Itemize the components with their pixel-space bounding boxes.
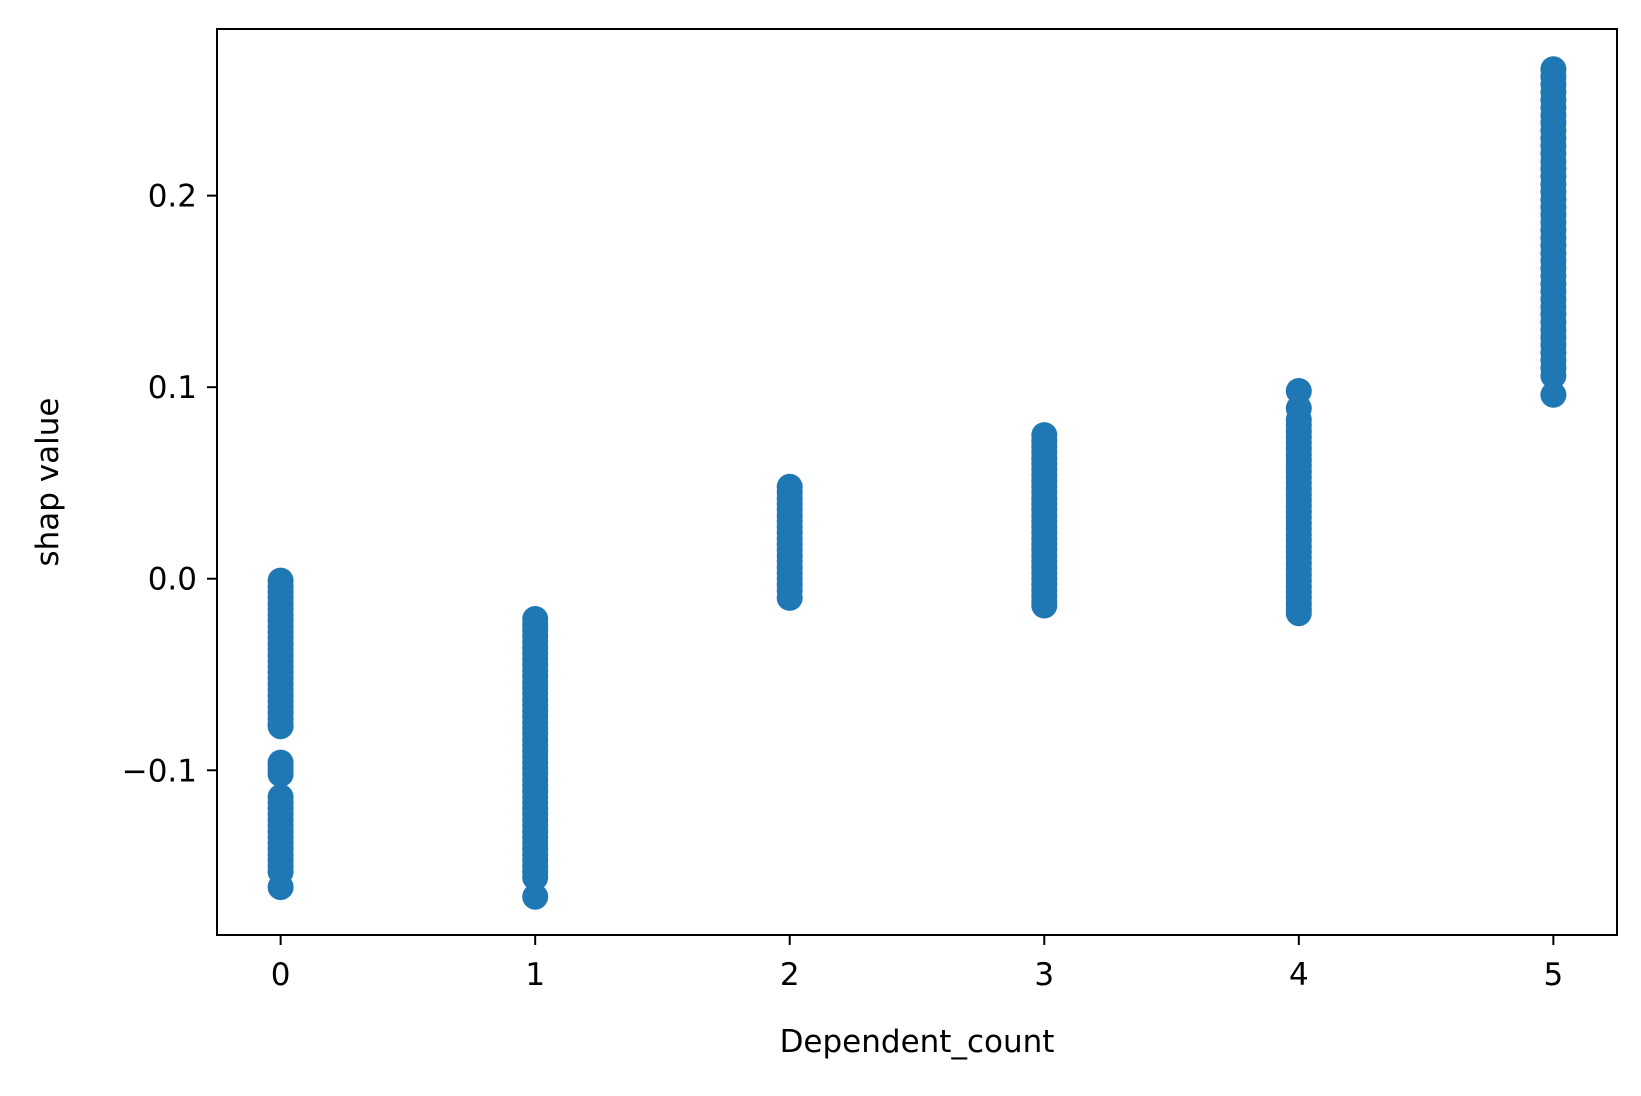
y-tick-label: 0.1 [148,370,197,406]
y-axis-label: shap value [30,397,66,566]
scatter-point [1540,381,1567,408]
x-tick-label: 0 [271,957,291,993]
x-tick-label: 1 [525,957,545,993]
scatter-point [776,584,803,611]
x-tick-label: 2 [780,957,800,993]
scatter-point [1031,592,1058,619]
scatter-point [522,864,549,891]
x-axis-label: Dependent_count [780,1024,1055,1060]
scatter-point [1285,600,1312,627]
plot-frame [216,28,1618,936]
x-tick-label: 5 [1543,957,1563,993]
scatter-point [267,874,294,901]
y-tick-label: −0.1 [122,753,197,789]
scatter-point [522,883,549,910]
scatter-point [1540,362,1567,389]
x-tick-label: 3 [1034,957,1054,993]
scatter-points [267,56,1567,910]
y-axis-ticks: −0.1 0.0 0.1 0.2 [122,179,217,789]
x-axis-ticks: 0 1 2 3 4 5 [271,935,1563,993]
y-tick-label: 0.2 [148,179,197,215]
scatter-point [267,761,294,788]
x-tick-label: 4 [1289,957,1309,993]
y-tick-label: 0.0 [148,562,197,598]
scatter-point [267,713,294,740]
